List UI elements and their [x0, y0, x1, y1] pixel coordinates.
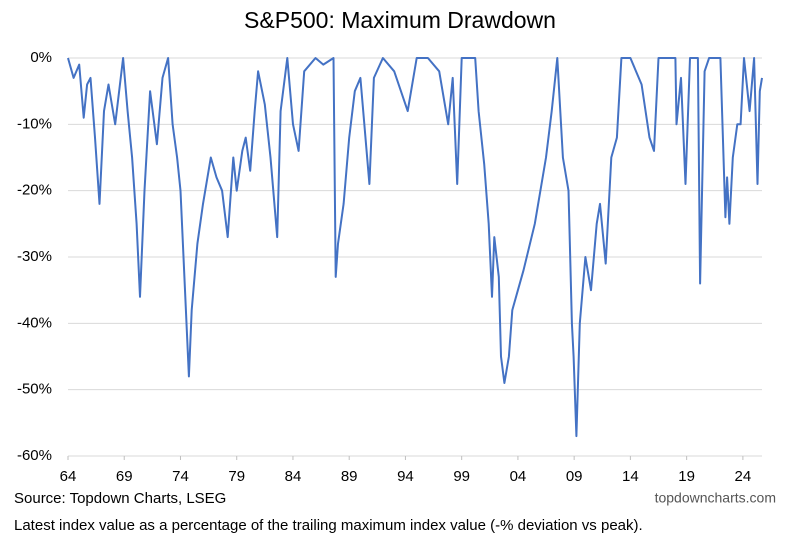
watermark: topdowncharts.com	[655, 490, 776, 506]
y-tick-label: -20%	[17, 182, 52, 199]
x-tick-label: 19	[678, 468, 695, 485]
x-tick-label: 79	[228, 468, 245, 485]
footnote: Latest index value as a percentage of th…	[14, 517, 643, 534]
source: Source: Topdown Charts, LSEG	[14, 490, 226, 507]
y-tick-label: 0%	[30, 49, 52, 66]
y-tick-label: -50%	[17, 381, 52, 398]
x-tick-label: 14	[622, 468, 639, 485]
x-tick-label: 64	[60, 468, 77, 485]
x-tick-label: 84	[285, 468, 302, 485]
drawdown-line	[67, 57, 763, 438]
y-tick-label: -40%	[17, 314, 52, 331]
x-tick-label: 94	[397, 468, 414, 485]
x-tick-label: 89	[341, 468, 358, 485]
y-tick-label: -60%	[17, 447, 52, 464]
x-tick-label: 99	[453, 468, 470, 485]
x-tick-label: 09	[566, 468, 583, 485]
x-tick-label: 74	[172, 468, 189, 485]
x-tick-label: 69	[116, 468, 133, 485]
y-tick-label: -30%	[17, 248, 52, 265]
y-tick-label: -10%	[17, 115, 52, 132]
x-tick-label: 04	[510, 468, 527, 485]
chart-title: S&P500: Maximum Drawdown	[244, 7, 556, 33]
x-tick-label: 24	[735, 468, 752, 485]
